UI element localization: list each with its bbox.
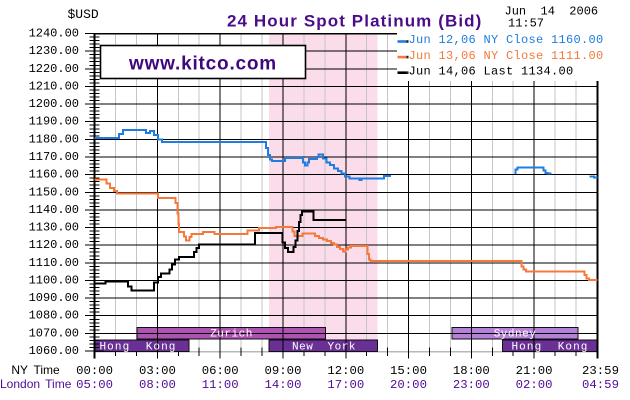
svg-text:09:00: 09:00	[265, 364, 302, 378]
svg-text:Jun 14,06 Last 1134.00: Jun 14,06 Last 1134.00	[409, 64, 574, 78]
svg-text:1080.00: 1080.00	[29, 309, 79, 323]
svg-text:14:00: 14:00	[265, 378, 302, 392]
svg-text:New York: New York	[292, 342, 356, 354]
svg-text:1150.00: 1150.00	[29, 185, 79, 199]
svg-text:Zurich: Zurich	[210, 329, 253, 341]
svg-text:02:00: 02:00	[516, 378, 553, 392]
svg-text:1230.00: 1230.00	[29, 44, 79, 58]
svg-text:1160.00: 1160.00	[29, 168, 79, 182]
svg-text:17:00: 17:00	[327, 378, 364, 392]
svg-text:Jun 14 2006: Jun 14 2006	[505, 5, 599, 19]
svg-text:06:00: 06:00	[202, 364, 239, 378]
svg-text:NY Time: NY Time	[11, 363, 60, 377]
svg-text:London Time: London Time	[0, 377, 72, 391]
svg-text:www.kitco.com: www.kitco.com	[128, 54, 277, 75]
svg-text:23:00: 23:00	[453, 378, 490, 392]
svg-text:Hong Kong: Hong Kong	[99, 342, 176, 354]
svg-text:12:00: 12:00	[327, 364, 364, 378]
svg-text:1180.00: 1180.00	[29, 132, 79, 146]
svg-text:24 Hour Spot Platinum (Bid): 24 Hour Spot Platinum (Bid)	[227, 12, 482, 31]
svg-text:1140.00: 1140.00	[29, 203, 79, 217]
svg-text:1210.00: 1210.00	[29, 79, 79, 93]
svg-text:1100.00: 1100.00	[29, 274, 79, 288]
svg-text:1090.00: 1090.00	[29, 291, 79, 305]
svg-text:Jun 12,06 NY Close 1160.00: Jun 12,06 NY Close 1160.00	[409, 33, 604, 47]
svg-text:1220.00: 1220.00	[29, 62, 79, 76]
svg-text:20:00: 20:00	[390, 378, 427, 392]
svg-text:1200.00: 1200.00	[29, 97, 79, 111]
svg-text:1190.00: 1190.00	[29, 115, 79, 129]
svg-text:00:00: 00:00	[76, 364, 113, 378]
svg-text:1060.00: 1060.00	[29, 344, 79, 358]
svg-text:15:00: 15:00	[390, 364, 427, 378]
svg-text:Hong Kong: Hong Kong	[511, 342, 588, 354]
svg-text:1170.00: 1170.00	[29, 150, 79, 164]
svg-text:11:57: 11:57	[508, 17, 544, 31]
svg-text:1120.00: 1120.00	[29, 238, 79, 252]
svg-text:11:00: 11:00	[202, 378, 239, 392]
svg-text:1070.00: 1070.00	[29, 326, 79, 340]
svg-text:Sydney: Sydney	[494, 329, 537, 341]
svg-text:05:00: 05:00	[76, 378, 113, 392]
svg-text:04:59: 04:59	[582, 378, 619, 392]
svg-text:1110.00: 1110.00	[29, 256, 79, 270]
svg-text:1130.00: 1130.00	[29, 221, 79, 235]
svg-text:18:00: 18:00	[453, 364, 490, 378]
svg-text:21:00: 21:00	[516, 364, 553, 378]
svg-text:$USD: $USD	[68, 7, 99, 22]
svg-text:23:59: 23:59	[582, 364, 619, 378]
svg-text:08:00: 08:00	[139, 378, 176, 392]
svg-text:03:00: 03:00	[139, 364, 176, 378]
svg-text:1240.00: 1240.00	[29, 27, 79, 41]
svg-text:Jun 13,06 NY Close 1111.00: Jun 13,06 NY Close 1111.00	[409, 49, 604, 63]
